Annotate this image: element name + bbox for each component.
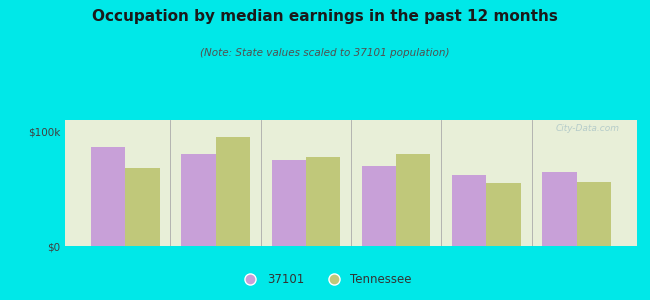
Bar [362, 166, 396, 246]
Text: Occupation by median earnings in the past 12 months: Occupation by median earnings in the pas… [92, 9, 558, 24]
Bar [486, 183, 521, 246]
Text: City-Data.com: City-Data.com [556, 124, 620, 133]
Bar [577, 182, 611, 246]
Legend: 37101, Tennessee: 37101, Tennessee [234, 269, 416, 291]
Bar [91, 148, 125, 246]
Bar [542, 172, 577, 246]
Bar [181, 154, 216, 246]
Bar [125, 168, 160, 246]
Bar [272, 160, 306, 246]
Bar [452, 175, 486, 246]
Bar [306, 157, 340, 246]
Text: (Note: State values scaled to 37101 population): (Note: State values scaled to 37101 popu… [200, 48, 450, 58]
Bar [396, 154, 430, 246]
Bar [216, 137, 250, 246]
